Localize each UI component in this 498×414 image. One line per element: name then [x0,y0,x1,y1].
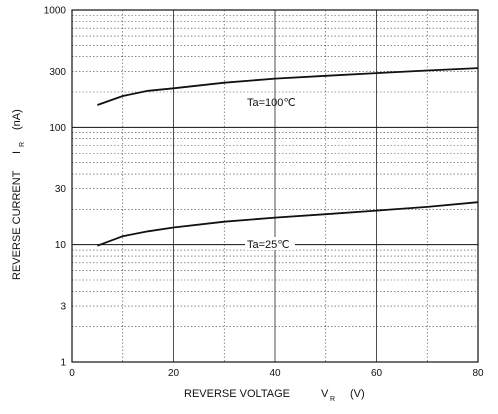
y-tick-label: 10 [55,240,67,251]
y-axis-title: REVERSE CURRENT I R (nA) [11,109,26,280]
x-axis-title: REVERSE VOLTAGE V R (V) [184,388,365,403]
x-tick-label: 40 [269,368,281,379]
y-axis-title-subscript: R [19,142,26,147]
y-tick-label: 100 [49,123,66,134]
x-axis-title-unit: (V) [350,388,365,400]
x-tick-label: 0 [69,368,75,379]
y-tick-label: 30 [55,184,67,195]
x-tick-label: 80 [472,368,484,379]
series-label-25c: Ta=25℃ [247,239,290,251]
y-axis-title-main: REVERSE CURRENT [11,170,23,280]
y-axis-title-symbol: I [11,151,23,154]
y-tick-label: 300 [49,67,66,78]
series-line-1 [97,201,479,247]
plot-frame [71,9,479,363]
x-axis-title-main: REVERSE VOLTAGE [184,388,290,400]
y-axis-title-unit: (nA) [11,109,23,130]
series-lines [97,67,479,247]
y-tick-label: 3 [60,302,66,313]
x-axis-title-subscript: R [330,396,335,403]
x-tick-label: 60 [371,368,383,379]
series-label-100c: Ta=100℃ [247,97,296,109]
tick-labels: 1 3 10 30 100 300 1000 0 20 40 60 80 [44,6,484,380]
series-label-25c-bg [245,237,295,250]
major-grid [72,10,478,362]
y-tick-label: 1 [60,358,66,369]
x-axis-title-symbol: V [321,388,329,400]
y-tick-label: 1000 [44,6,67,17]
x-tick-label: 20 [168,368,180,379]
series-line-0 [97,67,479,106]
